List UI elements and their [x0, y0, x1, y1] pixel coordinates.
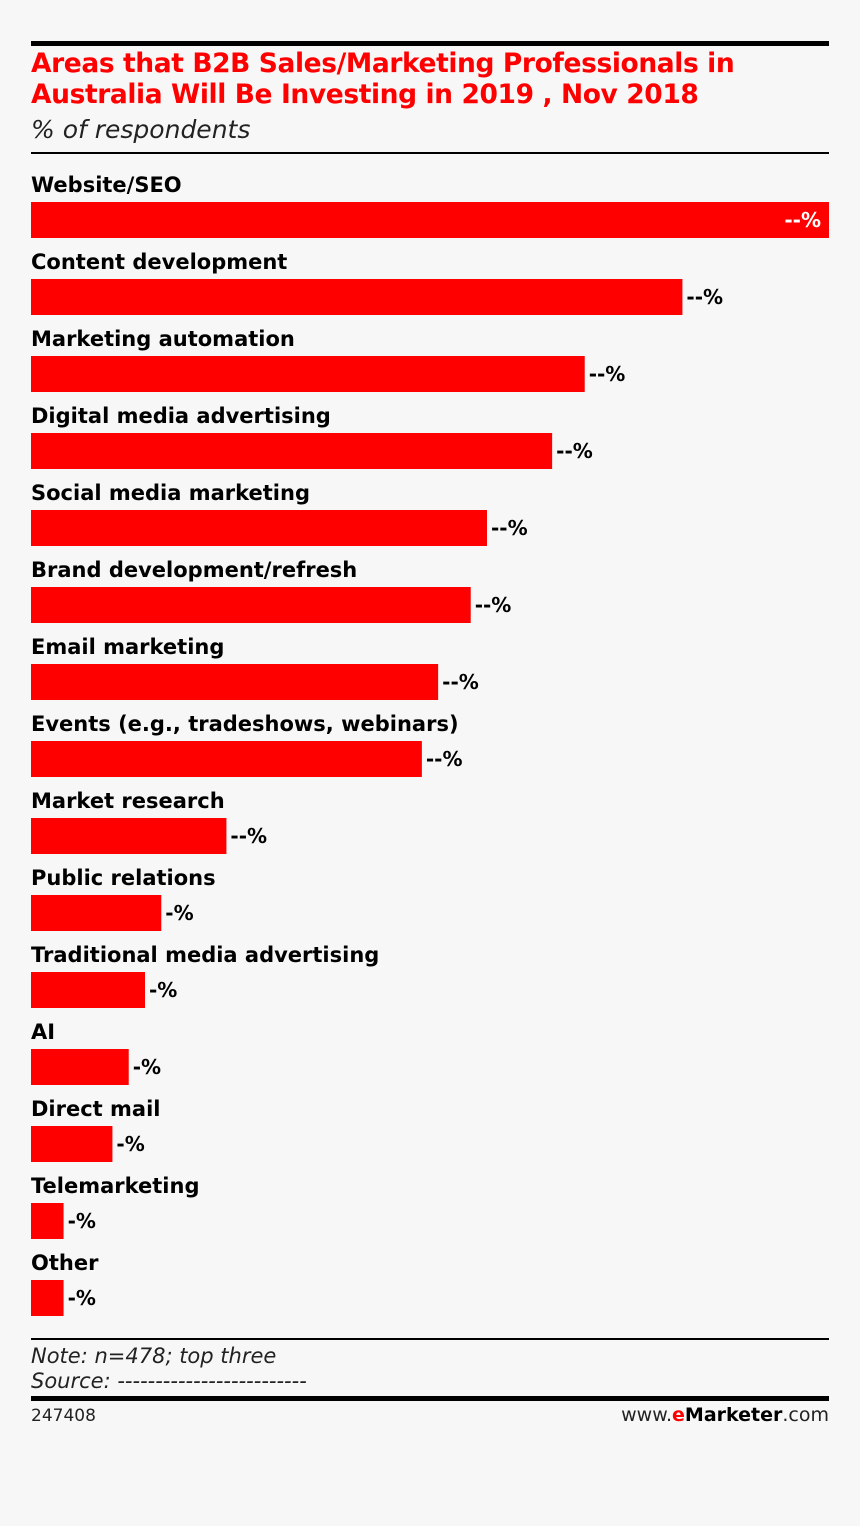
category-label: Marketing automation [31, 327, 295, 351]
brand-suffix: .com [782, 1404, 829, 1426]
chart-title-line-2: Australia Will Be Investing in 2019 , No… [31, 79, 699, 110]
value-label: -% [133, 1055, 161, 1079]
bar [31, 202, 829, 238]
value-label: -% [165, 901, 193, 925]
bar [31, 972, 145, 1008]
category-label: Market research [31, 789, 225, 813]
category-label: Content development [31, 250, 287, 274]
category-label: Public relations [31, 866, 216, 890]
source-text: Source: ------------------------- [31, 1369, 307, 1393]
value-label: -% [68, 1209, 96, 1233]
bar [31, 1049, 129, 1085]
category-label: Website/SEO [31, 173, 182, 197]
value-label: -% [116, 1132, 144, 1156]
category-label: Digital media advertising [31, 404, 331, 428]
brand-prefix: www. [621, 1404, 673, 1426]
chart-notes: Note: n=478; top three Source: ---------… [31, 1344, 307, 1394]
value-label: -% [68, 1286, 96, 1310]
value-label: --% [442, 670, 479, 694]
bar-chart: Website/SEO--%Content development--%Mark… [31, 173, 829, 1316]
brand-e: e [672, 1404, 685, 1426]
category-label: Traditional media advertising [31, 943, 379, 967]
bar [31, 664, 439, 700]
header-divider [31, 152, 829, 154]
bar [31, 356, 585, 392]
bar [31, 433, 553, 469]
bar [31, 510, 487, 546]
chart-subtitle: % of respondents [31, 115, 251, 144]
value-label: --% [475, 593, 512, 617]
value-label: --% [784, 208, 821, 232]
value-label: --% [230, 824, 267, 848]
bar [31, 1126, 113, 1162]
bar [31, 279, 683, 315]
bar [31, 818, 227, 854]
category-label: Events (e.g., tradeshows, webinars) [31, 712, 459, 736]
category-label: Other [31, 1251, 99, 1275]
category-label: Social media marketing [31, 481, 310, 505]
category-label: Direct mail [31, 1097, 160, 1121]
bar [31, 1280, 64, 1316]
chart-id: 247408 [31, 1406, 96, 1426]
chart-title-line-1: Areas that B2B Sales/Marketing Professio… [31, 48, 735, 79]
chart-title: Areas that B2B Sales/Marketing Professio… [31, 48, 831, 110]
brand-name: Marketer [684, 1404, 783, 1426]
category-label: Brand development/refresh [31, 558, 357, 582]
bar [31, 741, 422, 777]
value-label: --% [556, 439, 593, 463]
bar [31, 895, 162, 931]
value-label: --% [589, 362, 626, 386]
value-label: -% [149, 978, 177, 1002]
category-label: AI [31, 1020, 55, 1044]
value-label: --% [686, 285, 723, 309]
top-rule [31, 41, 829, 46]
category-label: Email marketing [31, 635, 224, 659]
footer-divider [31, 1338, 829, 1340]
bar [31, 587, 471, 623]
bottom-rule [31, 1396, 829, 1401]
category-label: Telemarketing [31, 1174, 200, 1198]
note-text: Note: n=478; top three [31, 1344, 277, 1368]
bar [31, 1203, 64, 1239]
value-label: --% [426, 747, 463, 771]
value-label: --% [491, 516, 528, 540]
brand-url[interactable]: www.eMarketer.com [621, 1404, 829, 1426]
